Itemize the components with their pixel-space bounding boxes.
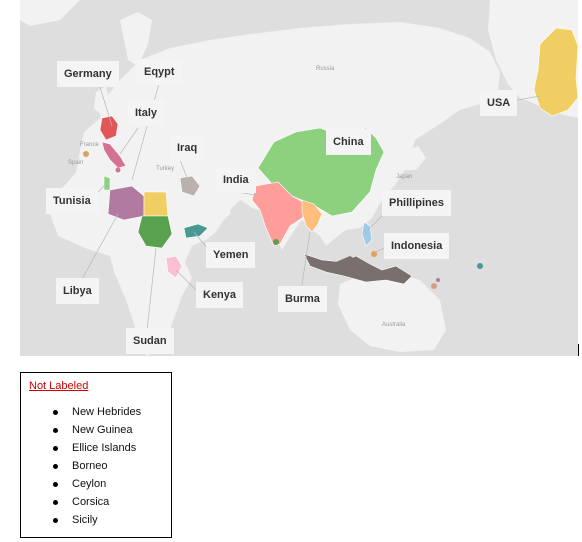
legend-list: New Hebrides New Guinea Ellice Islands B…	[21, 403, 141, 529]
kenya-label[interactable]: Kenya	[196, 282, 243, 308]
list-item-label: Sicily	[72, 514, 98, 526]
usa-label[interactable]: USA	[480, 90, 517, 116]
sudan-label[interactable]: Sudan	[126, 328, 174, 354]
ellice-dot-1	[431, 283, 437, 289]
ceylon-dot	[273, 239, 279, 245]
ellice-dot-2	[436, 278, 440, 282]
list-item-label: Ellice Islands	[72, 442, 136, 454]
philippines-label[interactable]: Phillipines	[382, 190, 451, 216]
bullet-icon	[53, 482, 58, 487]
tunisia-label[interactable]: Tunisia	[46, 188, 98, 214]
libya-label[interactable]: Libya	[56, 278, 99, 304]
egypt-label[interactable]: Eqypt	[137, 59, 182, 85]
sicily-dot	[116, 168, 121, 173]
indonesia-label[interactable]: Indonesia	[384, 233, 449, 259]
corsica-dot	[83, 151, 89, 157]
germany-label[interactable]: Germany	[57, 61, 119, 87]
turkey-map-label: Turkey	[156, 166, 174, 172]
list-item: Sicily	[21, 511, 141, 529]
india-label[interactable]: India	[216, 167, 256, 193]
bullet-icon	[53, 464, 58, 469]
list-item-label: Borneo	[72, 460, 107, 472]
bullet-icon	[53, 518, 58, 523]
text-cursor	[578, 344, 579, 356]
china-label[interactable]: China	[326, 129, 371, 155]
bullet-icon	[53, 428, 58, 433]
russia-map-label: Russia	[316, 66, 334, 72]
australia-map-label: Australia	[382, 322, 405, 328]
new-hebrides-dot	[477, 263, 483, 269]
list-item: Borneo	[21, 457, 141, 475]
list-item: Ceylon	[21, 475, 141, 493]
egypt-shape	[144, 192, 168, 216]
france-map-label: France	[80, 142, 99, 148]
bullet-icon	[53, 410, 58, 415]
list-item-label: Corsica	[72, 496, 109, 508]
italy-label[interactable]: Italy	[128, 100, 164, 126]
world-map[interactable]: Russia Japan Australia France Spain Turk…	[20, 0, 578, 356]
list-item: New Guinea	[21, 421, 141, 439]
legend-title: Not Labeled	[29, 380, 88, 392]
japan-map-label: Japan	[396, 174, 412, 180]
list-item: New Hebrides	[21, 403, 141, 421]
yemen-label[interactable]: Yemen	[206, 242, 255, 268]
not-labeled-legend: Not Labeled New Hebrides New Guinea Elli…	[20, 372, 172, 538]
bullet-icon	[53, 500, 58, 505]
list-item-label: New Hebrides	[72, 406, 141, 418]
list-item: Corsica	[21, 493, 141, 511]
spain-map-label: Spain	[68, 160, 83, 166]
tunisia-shape	[104, 176, 110, 190]
list-item: Ellice Islands	[21, 439, 141, 457]
burma-label[interactable]: Burma	[278, 286, 327, 312]
iraq-label[interactable]: Iraq	[170, 135, 204, 161]
list-item-label: New Guinea	[72, 424, 133, 436]
list-item-label: Ceylon	[72, 478, 106, 490]
bullet-icon	[53, 446, 58, 451]
